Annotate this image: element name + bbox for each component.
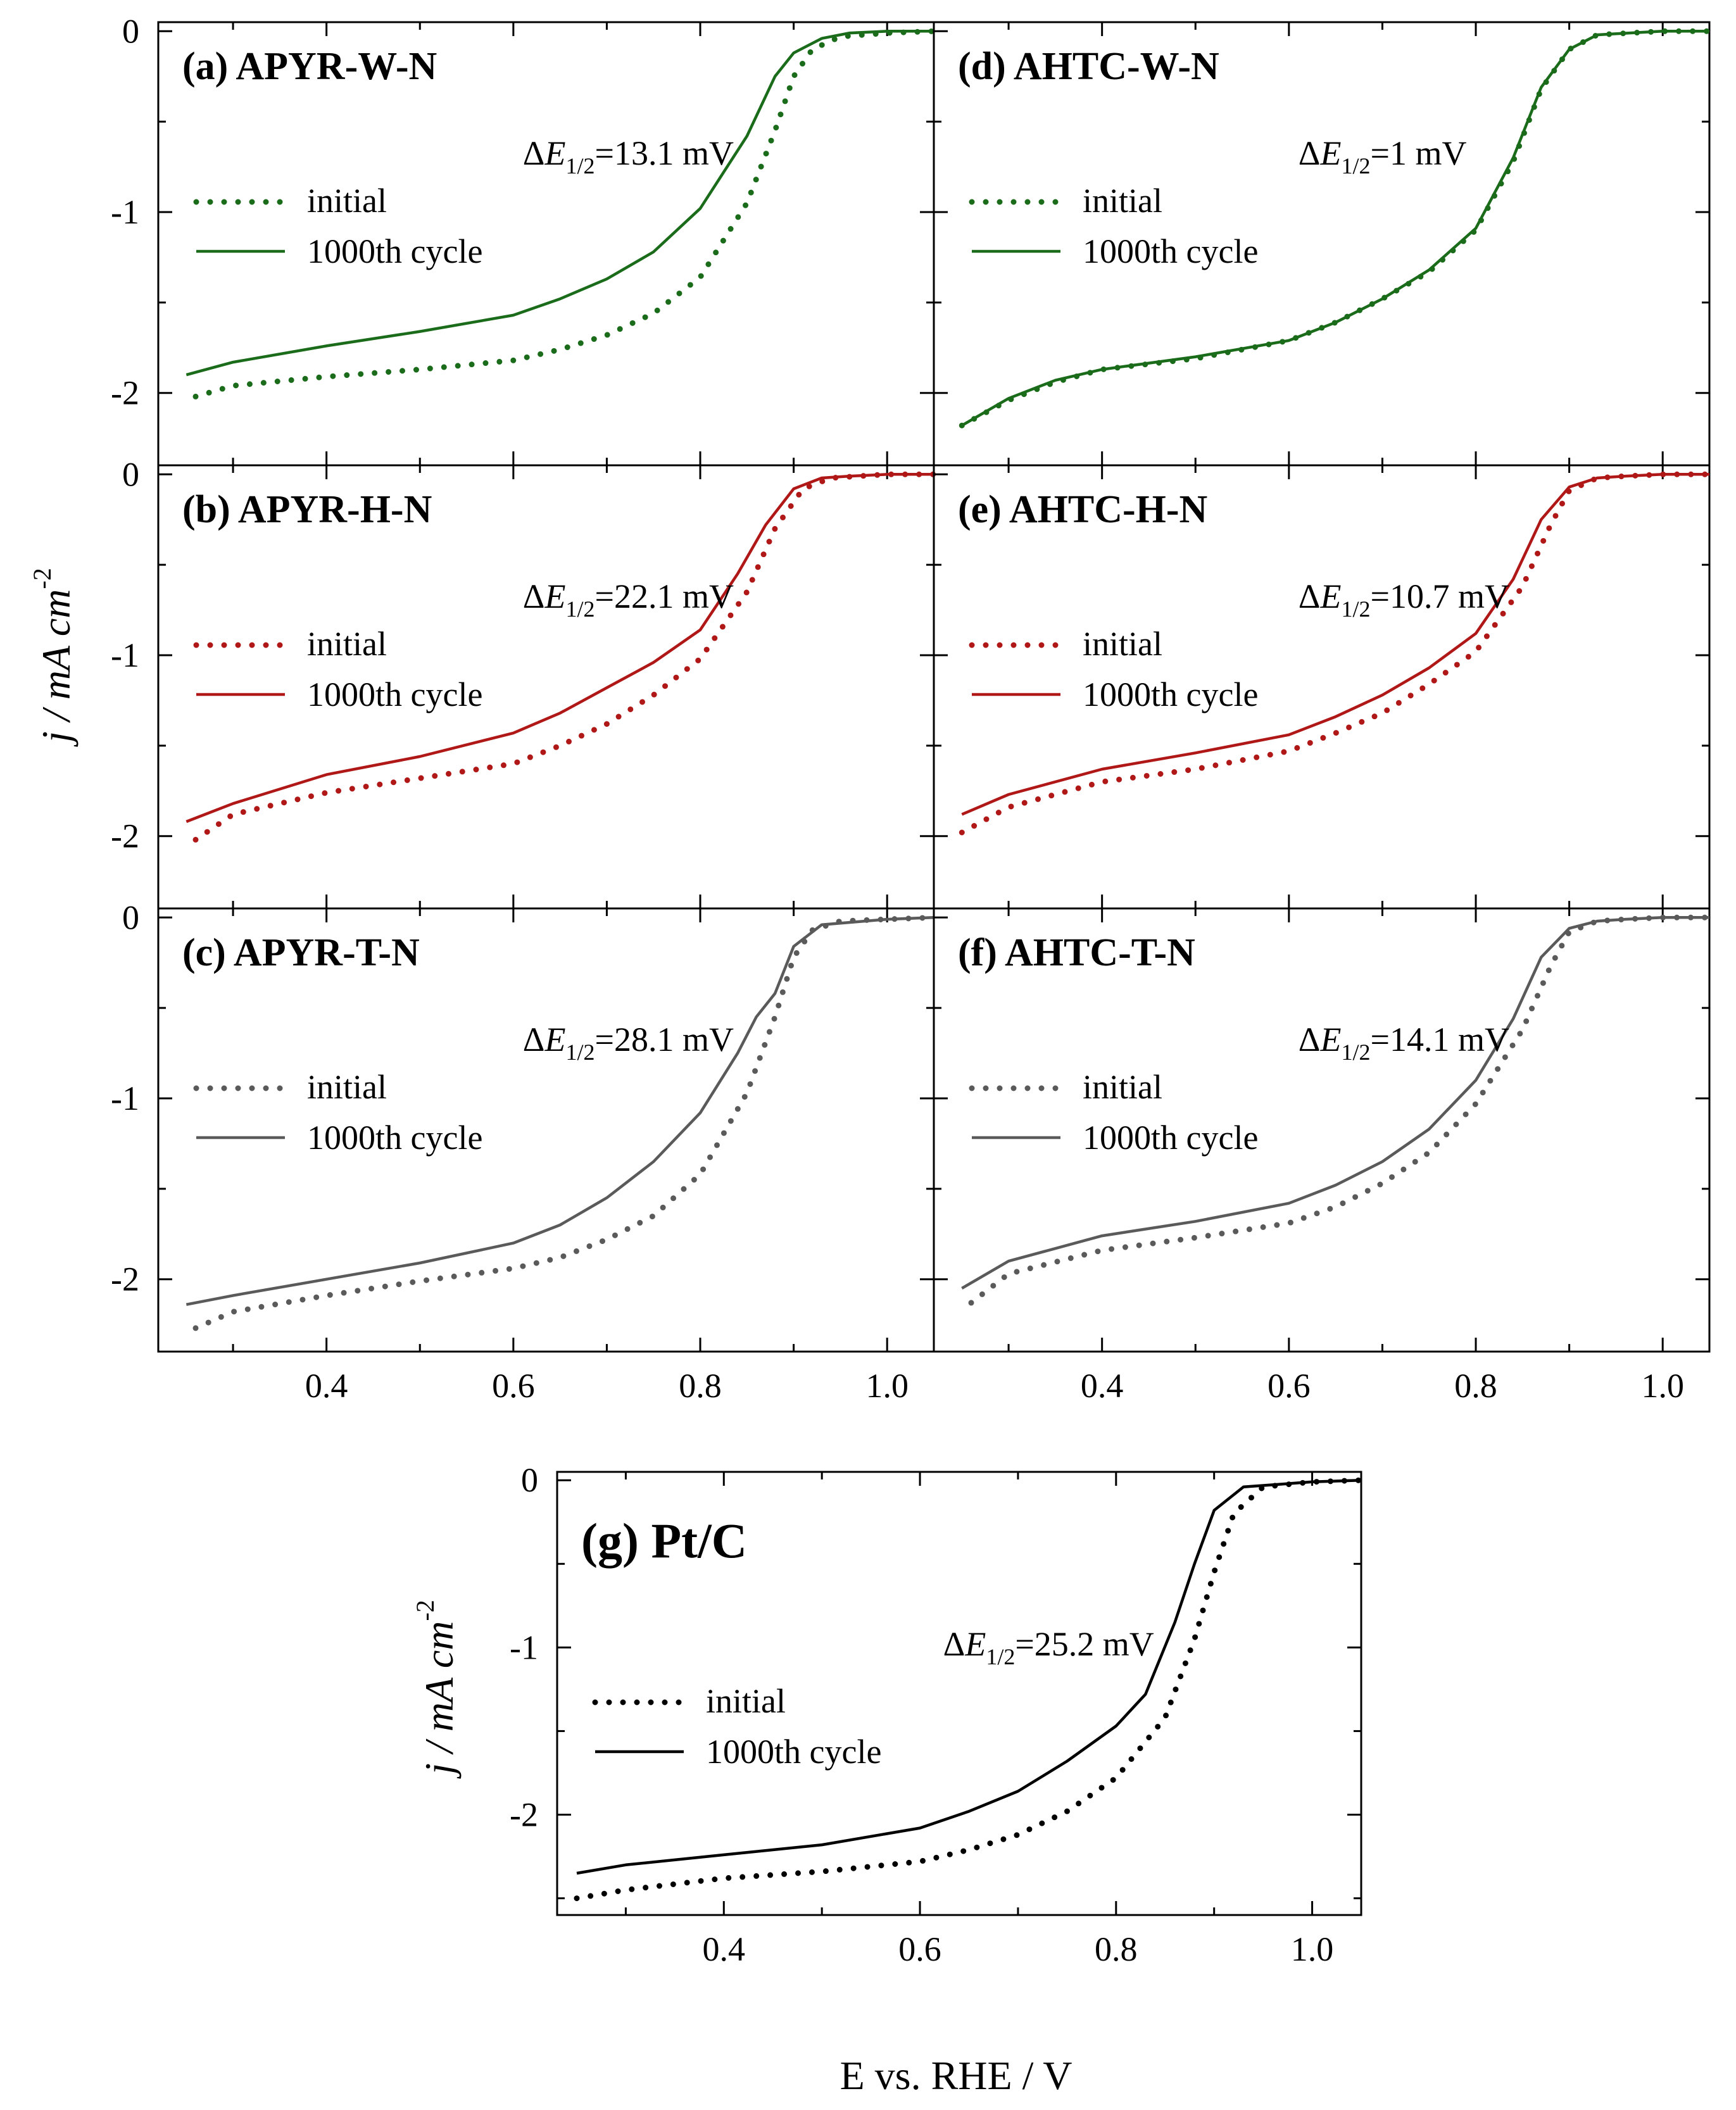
x-tick-label: 1.0 bbox=[865, 1367, 909, 1405]
plot-frame bbox=[556, 1471, 1362, 1916]
legend-initial-label: initial bbox=[307, 182, 387, 220]
series-initial-line bbox=[574, 1477, 1364, 1902]
x-tick-label: 1.0 bbox=[1291, 1930, 1334, 1968]
series-initial-line bbox=[192, 28, 937, 399]
legend-final-label: 1000th cycle bbox=[706, 1733, 881, 1771]
legend: initial 1000th cycle bbox=[592, 1682, 881, 1771]
x-tick-label: 1.0 bbox=[1641, 1367, 1684, 1405]
legend-final-label: 1000th cycle bbox=[307, 232, 482, 270]
plot-frame bbox=[157, 907, 935, 1353]
legend: initial 1000th cycle bbox=[193, 625, 482, 713]
legend-initial-label: initial bbox=[307, 1068, 387, 1106]
panel-title: (e) AHTC-H-N bbox=[958, 488, 1207, 531]
panel-title: (a) APYR-W-N bbox=[182, 45, 437, 88]
y-tick-label: 0 bbox=[521, 1461, 538, 1499]
y-tick-label: 0 bbox=[122, 455, 139, 493]
legend: initial 1000th cycle bbox=[969, 625, 1258, 713]
plot-frame bbox=[933, 21, 1711, 467]
plot-frame bbox=[157, 21, 935, 467]
panel-b: 0 -1 -2 (b) APYR-H-N ΔE1/2=22.1 mV initial 100… bbox=[111, 455, 937, 910]
series-initial-line bbox=[192, 914, 937, 1331]
legend-final-label: 1000th cycle bbox=[1083, 675, 1258, 713]
delta-e-label: ΔE1/2=25.2 mV bbox=[943, 1625, 1154, 1669]
x-tick-label: 0.4 bbox=[703, 1930, 746, 1968]
y-tick-label: -1 bbox=[510, 1628, 538, 1666]
y-axis-title-main: j / mA cm-2 bbox=[28, 568, 79, 747]
y-tick-label: -2 bbox=[510, 1796, 538, 1834]
panel-f: 0.4 0.6 0.8 1.0 (f) AHTC-T-N ΔE1/2=14.1 mV ini… bbox=[933, 907, 1713, 1405]
legend-initial-label: initial bbox=[1083, 182, 1162, 220]
series-final-line bbox=[186, 916, 934, 1306]
plot-frame bbox=[933, 464, 1711, 910]
series-final-line bbox=[961, 30, 1709, 427]
x-tick-label: 0.6 bbox=[1267, 1367, 1311, 1405]
series-final-line bbox=[186, 30, 934, 377]
y-tick-label: -1 bbox=[111, 193, 139, 231]
legend-final-label: 1000th cycle bbox=[307, 675, 482, 713]
legend: initial 1000th cycle bbox=[969, 182, 1258, 270]
x-tick-label: 0.8 bbox=[679, 1367, 722, 1405]
y-tick-label: -2 bbox=[111, 1260, 139, 1298]
series-final-line bbox=[576, 1478, 1362, 1875]
series-final-line bbox=[961, 916, 1709, 1290]
legend: initial 1000th cycle bbox=[969, 1068, 1258, 1157]
x-tick-label: 0.6 bbox=[898, 1930, 941, 1968]
panel-g: 0.4 0.6 0.8 1.0 0 -1 -2 (g) Pt/C ΔE1/2=25.2 mV in… bbox=[510, 1461, 1364, 1968]
panel-title: (f) AHTC-T-N bbox=[958, 931, 1195, 974]
x-tick-label: 0.4 bbox=[305, 1367, 348, 1405]
series-initial-line bbox=[192, 471, 937, 843]
panel-title: (c) APYR-T-N bbox=[182, 931, 420, 974]
panel-e: (e) AHTC-H-N ΔE1/2=10.7 mV initial 1000th c… bbox=[933, 464, 1713, 910]
delta-e-label: ΔE1/2=14.1 mV bbox=[1299, 1020, 1509, 1065]
panel-c: 0.4 0.6 0.8 1.0 0 -1 -2 (c) APYR-T-N ΔE1/2=28.1 … bbox=[111, 898, 937, 1405]
series-final-line bbox=[961, 473, 1709, 816]
plot-frame bbox=[933, 907, 1711, 1353]
panels-layer: 0 -1 -2 (a) APYR-W-N ΔE1/2=13.1 mV initial 100… bbox=[111, 12, 1713, 1968]
series-initial-line bbox=[959, 28, 1713, 429]
x-tick-label: 0.8 bbox=[1095, 1930, 1138, 1968]
y-tick-label: 0 bbox=[122, 898, 139, 936]
legend-final-label: 1000th cycle bbox=[307, 1119, 482, 1157]
panel-title: (g) Pt/C bbox=[581, 1513, 747, 1568]
legend: initial 1000th cycle bbox=[193, 182, 482, 270]
legend-initial-label: initial bbox=[1083, 625, 1162, 663]
series-final-line bbox=[186, 473, 934, 823]
legend-initial-label: initial bbox=[706, 1682, 786, 1720]
panel-title: (b) APYR-H-N bbox=[182, 488, 432, 531]
delta-e-label: ΔE1/2=1 mV bbox=[1299, 134, 1467, 179]
y-tick-label: -1 bbox=[111, 636, 139, 674]
delta-e-label: ΔE1/2=28.1 mV bbox=[523, 1020, 734, 1065]
panel-title: (d) AHTC-W-N bbox=[958, 45, 1219, 88]
y-tick-label: -1 bbox=[111, 1079, 139, 1117]
legend: initial 1000th cycle bbox=[193, 1068, 482, 1157]
series-initial-line bbox=[968, 914, 1713, 1306]
delta-e-label: ΔE1/2=22.1 mV bbox=[523, 577, 734, 622]
legend-initial-label: initial bbox=[307, 625, 387, 663]
y-tick-label: -2 bbox=[111, 374, 139, 412]
panel-d: (d) AHTC-W-N ΔE1/2=1 mV initial 1000th cycl… bbox=[933, 21, 1713, 467]
delta-e-label: ΔE1/2=13.1 mV bbox=[523, 134, 734, 179]
panel-a: 0 -1 -2 (a) APYR-W-N ΔE1/2=13.1 mV initial 100… bbox=[111, 12, 937, 467]
x-tick-label: 0.4 bbox=[1081, 1367, 1124, 1405]
y-axis-title-pt: j / mA cm-2 bbox=[411, 1600, 462, 1779]
legend-initial-label: initial bbox=[1083, 1068, 1162, 1106]
x-axis-title: E vs. RHE / V bbox=[840, 2053, 1072, 2098]
plot-frame bbox=[157, 464, 935, 910]
x-tick-label: 0.6 bbox=[492, 1367, 535, 1405]
delta-e-label: ΔE1/2=10.7 mV bbox=[1299, 577, 1509, 622]
y-tick-label: -2 bbox=[111, 817, 139, 855]
series-initial-line bbox=[959, 471, 1713, 836]
y-tick-label: 0 bbox=[122, 12, 139, 50]
legend-final-label: 1000th cycle bbox=[1083, 232, 1258, 270]
x-tick-label: 0.8 bbox=[1454, 1367, 1497, 1405]
legend-final-label: 1000th cycle bbox=[1083, 1119, 1258, 1157]
